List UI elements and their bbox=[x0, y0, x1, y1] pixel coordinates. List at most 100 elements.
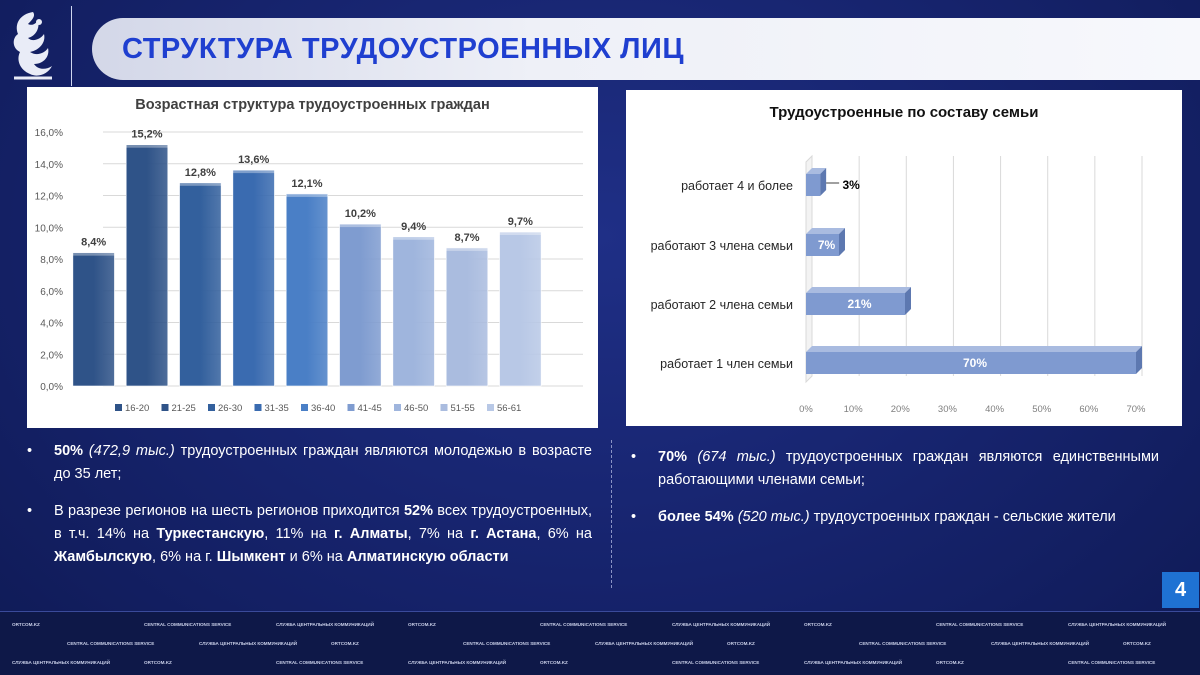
age-bar-highlight bbox=[339, 224, 382, 228]
family-bar bbox=[806, 234, 839, 256]
family-data-label: 70% bbox=[963, 356, 987, 370]
family-data-label: 21% bbox=[847, 297, 871, 311]
bullet-text: всех трудоустроенных, в т.ч. 14% на bbox=[54, 503, 592, 542]
y-tick-label: 2,0% bbox=[40, 350, 63, 361]
age-bar bbox=[232, 169, 275, 387]
header-divider bbox=[71, 6, 72, 86]
x-tick-label: 0% bbox=[799, 404, 813, 415]
legend-label: 31-35 bbox=[265, 403, 289, 414]
bullet-highlight: Алматинскую области bbox=[346, 549, 509, 565]
footer-slogan: CENTRAL COMMUNICATIONS SERVICE bbox=[463, 641, 550, 646]
age-bar-highlight bbox=[126, 144, 168, 148]
legend-swatch bbox=[347, 404, 355, 411]
bullet-text: трудоустроенных граждан являются единств… bbox=[658, 449, 1160, 488]
y-tick-label: 8,0% bbox=[40, 255, 63, 266]
footer-slogan: СЛУЖБА ЦЕНТРАЛЬНЫХ КОММУНИКАЦИЙ bbox=[991, 639, 1089, 646]
legend-swatch bbox=[208, 404, 215, 411]
family-bar bbox=[806, 174, 821, 196]
footer-slogan: ORTCOM.KZ bbox=[12, 622, 40, 627]
legend-label: 21-25 bbox=[172, 403, 196, 414]
footer-slogan: ORTCOM.KZ bbox=[331, 641, 359, 646]
footer-slogan: CENTRAL COMMUNICATIONS SERVICE bbox=[936, 622, 1023, 627]
age-data-label: 10,2% bbox=[345, 208, 376, 220]
logo-emblem bbox=[8, 8, 58, 84]
footer-slogan: ORTCOM.KZ bbox=[540, 660, 568, 665]
legend-label: 36-40 bbox=[311, 403, 335, 414]
family-category-label: работает 4 и более bbox=[681, 179, 793, 193]
age-bar bbox=[445, 247, 489, 387]
footer-slogan: СЛУЖБА ЦЕНТРАЛЬНЫХ КОММУНИКАЦИЙ bbox=[408, 658, 506, 665]
footer-slogan: СЛУЖБА ЦЕНТРАЛЬНЫХ КОММУНИКАЦИЙ bbox=[276, 620, 374, 627]
x-tick-label: 50% bbox=[1032, 404, 1052, 415]
bullet-highlight: г. Астана bbox=[470, 526, 537, 542]
age-data-label: 8,7% bbox=[454, 232, 479, 244]
footer-slogan: CENTRAL COMMUNICATIONS SERVICE bbox=[67, 641, 154, 646]
legend-label: 56-61 bbox=[497, 403, 521, 414]
footer-slogan: CENTRAL COMMUNICATIONS SERVICE bbox=[859, 641, 946, 646]
age-bar-highlight bbox=[286, 193, 328, 197]
family-bar-top bbox=[806, 287, 911, 293]
bullet-note: (520 тыс.) bbox=[737, 509, 810, 525]
legend-label: 16-20 bbox=[125, 403, 149, 414]
footer-slogan: ORTCOM.KZ bbox=[144, 660, 172, 665]
footer-slogan: CENTRAL COMMUNICATIONS SERVICE bbox=[276, 660, 363, 665]
footer-slogan: CENTRAL COMMUNICATIONS SERVICE bbox=[1068, 660, 1155, 665]
y-tick-label: 0,0% bbox=[40, 382, 63, 393]
bullet-highlight: 70% bbox=[658, 449, 688, 465]
y-tick-label: 14,0% bbox=[35, 160, 63, 171]
footer-slogan: ORTCOM.KZ bbox=[727, 641, 755, 646]
bullet-text: трудоустроенных граждан являются молодеж… bbox=[54, 443, 592, 482]
footer-slogan: СЛУЖБА ЦЕНТРАЛЬНЫХ КОММУНИКАЦИЙ bbox=[12, 658, 110, 665]
age-data-label: 9,4% bbox=[401, 221, 426, 233]
age-bar bbox=[179, 182, 222, 387]
family-chart-panel: Трудоустроенные по составу семьи 0% 10% 20… bbox=[626, 90, 1182, 426]
family-category-label: работают 2 члена семьи bbox=[651, 298, 793, 312]
bullet-item: более 54% (520 тыс.) трудоустроенных гра… bbox=[631, 506, 1159, 529]
footer-slogan: CENTRAL COMMUNICATIONS SERVICE bbox=[672, 660, 759, 665]
bullet-highlight: г. Алматы bbox=[333, 526, 408, 542]
y-tick-label: 16,0% bbox=[35, 128, 63, 139]
y-tick-label: 4,0% bbox=[40, 319, 63, 330]
page-number-badge: 4 bbox=[1162, 572, 1199, 608]
footer-slogan: СЛУЖБА ЦЕНТРАЛЬНЫХ КОММУНИКАЦИЙ bbox=[804, 658, 902, 665]
age-bar bbox=[285, 193, 329, 387]
x-tick-label: 20% bbox=[891, 404, 911, 415]
bullet-text: , 11% на bbox=[264, 526, 334, 542]
family-category-label: работает 1 член семьи bbox=[660, 357, 793, 371]
x-tick-label: 40% bbox=[985, 404, 1005, 415]
age-data-label: 8,4% bbox=[81, 237, 106, 249]
age-bar-highlight bbox=[179, 182, 222, 186]
age-bar-highlight bbox=[446, 247, 488, 251]
footer-slogan: СЛУЖБА ЦЕНТРАЛЬНЫХ КОММУНИКАЦИЙ bbox=[672, 620, 770, 627]
bullet-highlight: Жамбылскую bbox=[54, 549, 153, 565]
family-bar bbox=[806, 352, 1136, 374]
bullet-item: В разрезе регионов на шесть регионов при… bbox=[27, 500, 592, 569]
x-tick-label: 10% bbox=[844, 404, 864, 415]
age-bar-highlight bbox=[232, 170, 275, 174]
y-tick-label: 6,0% bbox=[40, 287, 63, 298]
family-data-label: 3% bbox=[842, 178, 860, 192]
legend-label: 46-50 bbox=[404, 403, 428, 414]
age-bar bbox=[339, 223, 382, 387]
bullet-text: и 6% на bbox=[285, 549, 347, 565]
family-bar-top bbox=[806, 346, 1142, 352]
footer-slogan: CENTRAL COMMUNICATIONS SERVICE bbox=[144, 622, 231, 627]
left-bullet-list: 50% (472,9 тыс.) трудоустроенных граждан… bbox=[27, 440, 592, 583]
y-tick-label: 12,0% bbox=[35, 192, 63, 203]
age-data-label: 13,6% bbox=[238, 154, 269, 166]
footer-slogan: CENTRAL COMMUNICATIONS SERVICE bbox=[540, 622, 627, 627]
family-bar-chart: 0% 10% 20% 30% 40% 50% 60% 70% работает 4 и боле… bbox=[651, 154, 1146, 415]
column-divider bbox=[611, 440, 612, 588]
bullet-highlight: более 54% bbox=[658, 509, 734, 525]
family-category-label: работают 3 члена семьи bbox=[651, 239, 793, 253]
bullet-highlight: 52% bbox=[403, 503, 433, 519]
family-bar-side bbox=[1136, 346, 1142, 374]
age-data-label: 12,1% bbox=[291, 178, 322, 190]
age-bar bbox=[392, 236, 435, 387]
bullet-highlight: Шымкент bbox=[216, 549, 286, 565]
bullet-text: , 6% на г. bbox=[152, 549, 217, 565]
page-title: СТРУКТУРА ТРУДОУСТРОЕННЫХ ЛИЦ bbox=[122, 32, 685, 65]
y-tick-label: 10,0% bbox=[35, 223, 63, 234]
footer-slogan: ORTCOM.KZ bbox=[1123, 641, 1151, 646]
bullet-text: трудоустроенных граждан - сельские жител… bbox=[809, 509, 1116, 525]
